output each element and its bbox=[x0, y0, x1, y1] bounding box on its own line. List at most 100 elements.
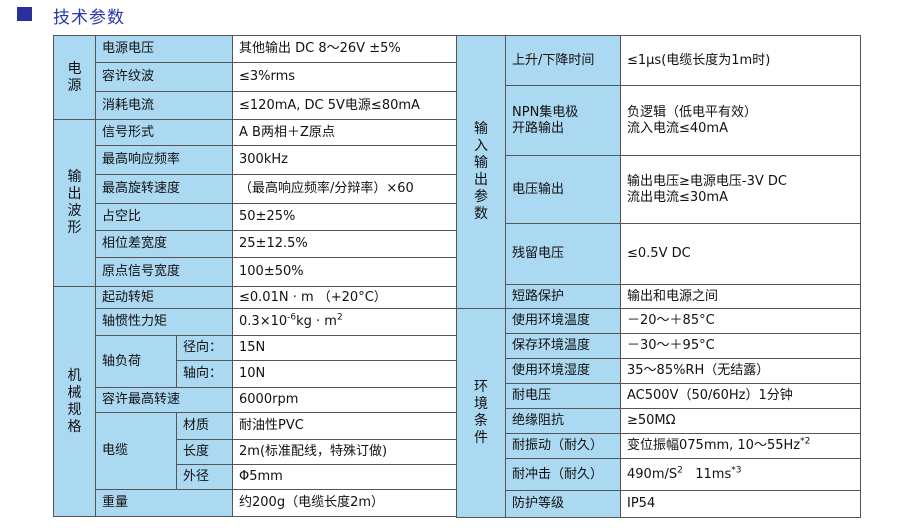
spec-row: NPN集电极 开路输出 负逻辑（低电平有效） 流入电流≤40mA bbox=[457, 85, 861, 156]
row-value: 变位振幅075mm, 10～55Hz*2 bbox=[620, 433, 861, 459]
row-value: ≤0.5V DC bbox=[620, 223, 861, 285]
spec-row: 原点信号宽度 100±50% bbox=[54, 257, 458, 287]
row-label: 耐振动（耐久） bbox=[505, 433, 621, 459]
row-label: 使用环境温度 bbox=[505, 308, 621, 334]
row-label: 最高响应频率 bbox=[94, 145, 234, 175]
spec-row: 机械规格 起动转矩 ≤0.01N · m （+20°C） bbox=[53, 286, 458, 517]
spec-row: 耐振动（耐久） 变位振幅075mm, 10～55Hz*2 bbox=[457, 433, 861, 459]
sub-label: 径向： bbox=[175, 335, 234, 361]
title-bullet-icon bbox=[17, 7, 32, 21]
value-text: 35～85%RH（无结露） bbox=[627, 363, 770, 378]
row-label: 保存环境温度 bbox=[505, 333, 621, 359]
spec-row: 使用环境湿度 35～85%RH（无结露） bbox=[457, 358, 861, 384]
value-text: kg · m bbox=[296, 314, 337, 329]
group-label: 输入输出参数 bbox=[456, 35, 506, 309]
group-label: 机械规格 bbox=[53, 286, 96, 517]
row-value: 0.3×10-6kg · m2 bbox=[232, 308, 458, 336]
value-text: 2m(标准配线，特殊订做) bbox=[239, 444, 388, 459]
value-text: ≤0.5V DC bbox=[627, 246, 691, 261]
value-text: 2 bbox=[677, 465, 683, 476]
value-text: *3 bbox=[731, 465, 742, 476]
row-label: 防护等级 bbox=[505, 490, 621, 518]
value-text: 变位振幅075mm, 10～55Hz bbox=[627, 438, 801, 453]
value-text: 11ms bbox=[682, 466, 732, 482]
spec-row: 轴惯性力矩 0.3×10-6kg · m2 bbox=[54, 308, 458, 336]
value-text: 100±50% bbox=[239, 264, 304, 279]
row-value: A B两相＋Z原点 bbox=[232, 119, 458, 146]
row-value: ≥50MΩ bbox=[620, 408, 861, 434]
value-text: 6000rpm bbox=[239, 392, 299, 407]
row-label: NPN集电极 开路输出 bbox=[505, 85, 621, 156]
value-text: *2 bbox=[800, 436, 811, 447]
spec-row: 保存环境温度 －30～＋95°C bbox=[457, 333, 861, 359]
value-text: （最高响应频率/分辩率）×60 bbox=[239, 181, 414, 196]
spec-row: 外径 Φ5mm bbox=[54, 464, 458, 490]
value-text: 10N bbox=[239, 366, 266, 381]
value-text: 0.3×10 bbox=[239, 314, 288, 329]
row-value: 输出和电源之间 bbox=[620, 284, 861, 309]
row-label: 轴惯性力矩 bbox=[94, 308, 234, 336]
value-text: ≤1μs(电缆长度为1m时) bbox=[627, 52, 771, 68]
value-text: ≥50MΩ bbox=[627, 413, 676, 428]
row-label: 相位差宽度 bbox=[94, 230, 234, 258]
value-text: 300kHz bbox=[239, 152, 288, 167]
page-title: 技术参数 bbox=[53, 8, 125, 28]
group-label-text: 输入输出参数 bbox=[474, 121, 488, 222]
spec-row: 残留电压 ≤0.5V DC bbox=[457, 223, 861, 285]
value-text: ≤0.01N · m （+20°C） bbox=[239, 289, 387, 305]
row-value: －20～＋85°C bbox=[620, 308, 861, 334]
row-label: 电压输出 bbox=[505, 155, 621, 224]
value-text: A B两相＋Z原点 bbox=[239, 124, 335, 140]
sub-label: 材质 bbox=[175, 412, 234, 440]
group-label-text: 机械规格 bbox=[67, 367, 82, 435]
row-value: 6000rpm bbox=[232, 387, 458, 413]
row-label: 轴负荷 bbox=[95, 335, 177, 388]
row-label: 短路保护 bbox=[505, 284, 621, 309]
row-value: ≤0.01N · m （+20°C） bbox=[232, 286, 458, 309]
value-text: ≤3%rms bbox=[239, 69, 296, 84]
spec-row: 绝缘阻抗 ≥50MΩ bbox=[457, 408, 861, 434]
spec-table-left: 电源 电源电压 其他输出 DC 8～26V ±5% 容许纹波 ≤3%rms 消耗电流 ≤12… bbox=[53, 35, 458, 517]
spec-row: 环境条件 使用环境温度 －20～＋85°C bbox=[456, 308, 861, 518]
value-text: AC500V（50/60Hz）1分钟 bbox=[627, 388, 793, 403]
row-label: 起动转矩 bbox=[94, 286, 234, 309]
value-text: 耐油性PVC bbox=[239, 418, 304, 433]
value-text: 25±12.5% bbox=[239, 236, 308, 251]
value-text: 2 bbox=[336, 312, 343, 323]
spec-row: 输入输出参数 上升/下降时间 ≤1μs(电缆长度为1m时) bbox=[456, 35, 861, 309]
row-label: 电源电压 bbox=[94, 35, 234, 63]
value-text: 其他输出 DC 8～26V ±5% bbox=[239, 41, 401, 56]
row-label: 上升/下降时间 bbox=[505, 35, 621, 86]
row-label: 残留电压 bbox=[505, 223, 621, 285]
row-value: 490m/S2 11ms*3 bbox=[620, 458, 861, 491]
row-value: 300kHz bbox=[232, 145, 458, 175]
spec-row: 重量 约200g（电缆长度2m） bbox=[54, 489, 458, 517]
group-label-text: 电源 bbox=[67, 60, 82, 94]
value-text: 490m/S bbox=[627, 466, 678, 482]
spec-row: 短路保护 输出和电源之间 bbox=[457, 284, 861, 309]
row-value: （最高响应频率/分辩率）×60 bbox=[232, 174, 458, 204]
row-label: 容许纹波 bbox=[94, 62, 234, 92]
spec-row: 最高响应频率 300kHz bbox=[54, 145, 458, 175]
spec-table-right: 输入输出参数 上升/下降时间 ≤1μs(电缆长度为1m时) NPN集电极 开路输出 负逻… bbox=[456, 35, 861, 518]
row-value: 其他输出 DC 8～26V ±5% bbox=[232, 35, 458, 63]
row-value: 100±50% bbox=[232, 257, 458, 287]
spec-row: 防护等级 IP54 bbox=[457, 490, 861, 518]
row-value: IP54 bbox=[620, 490, 861, 518]
row-value: 50±25% bbox=[232, 203, 458, 231]
row-value: 2m(标准配线，特殊订做) bbox=[232, 439, 458, 465]
group-label-text: 环境条件 bbox=[474, 379, 488, 446]
spec-row: 容许纹波 ≤3%rms bbox=[54, 62, 458, 92]
spec-row: 最高旋转速度 （最高响应频率/分辩率）×60 bbox=[54, 174, 458, 204]
value-text: 输出和电源之间 bbox=[627, 288, 719, 304]
row-label: 消耗电流 bbox=[94, 91, 234, 120]
row-value: 35～85%RH（无结露） bbox=[620, 358, 861, 384]
row-value: ≤3%rms bbox=[232, 62, 458, 92]
row-value: 输出电压≥电源电压-3V DC 流出电流≤30mA bbox=[620, 155, 861, 224]
row-label: 原点信号宽度 bbox=[94, 257, 234, 287]
row-label: 最高旋转速度 bbox=[94, 174, 234, 204]
value-text: －20～＋85°C bbox=[627, 313, 715, 328]
value-text: －30～＋95°C bbox=[627, 338, 715, 353]
spec-row: 电缆 材质 耐油性PVC bbox=[54, 412, 458, 490]
row-value: －30～＋95°C bbox=[620, 333, 861, 359]
